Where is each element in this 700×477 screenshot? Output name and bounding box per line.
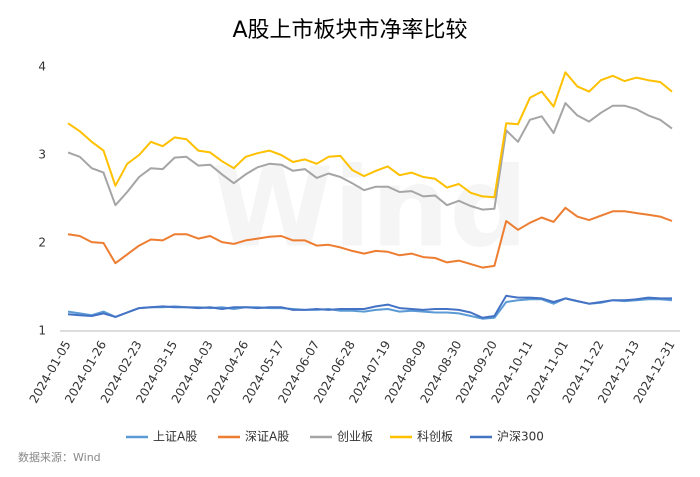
- series-line: [67, 206, 673, 269]
- legend-label: 上证A股: [153, 430, 197, 444]
- y-tick-label: 4: [38, 60, 46, 74]
- y-tick-label: 3: [38, 148, 46, 162]
- series-line: [67, 71, 673, 199]
- chart-title: A股上市板块市净率比较: [232, 18, 467, 43]
- legend-label: 创业板: [337, 430, 373, 444]
- legend-label: 深证A股: [245, 430, 289, 444]
- source: 数据来源：Wind: [18, 450, 101, 464]
- legend-label: 科创板: [417, 430, 453, 444]
- series-line: [67, 294, 672, 319]
- y-tick-label: 1: [38, 324, 46, 338]
- series-line: [67, 102, 673, 211]
- y-tick-label: 2: [38, 236, 46, 250]
- legend-label: 沪深300: [497, 430, 544, 444]
